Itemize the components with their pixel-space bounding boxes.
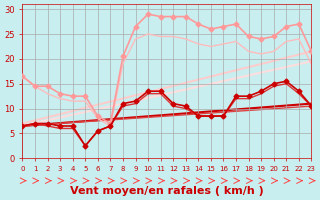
X-axis label: Vent moyen/en rafales ( km/h ): Vent moyen/en rafales ( km/h ) xyxy=(70,186,264,196)
